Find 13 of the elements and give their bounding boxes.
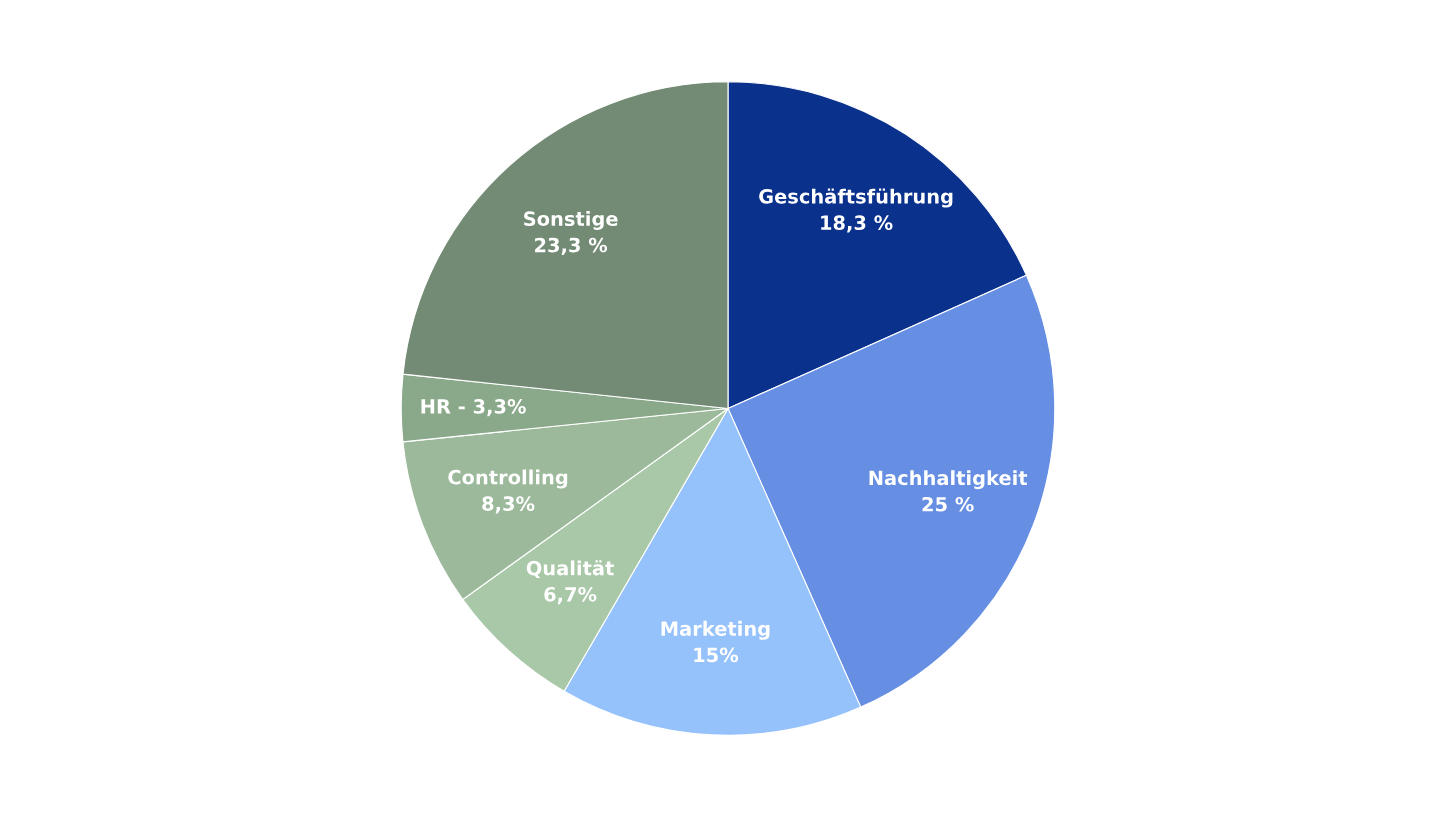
slice-label: Nachhaltigkeit bbox=[869, 470, 1028, 490]
slice-label: HR - 3,3% bbox=[421, 399, 526, 417]
data-label: 18,3 % bbox=[821, 215, 893, 233]
data-label: 25 % bbox=[922, 496, 974, 512]
data-label: 15% bbox=[694, 647, 739, 663]
slice-label: Sonstige bbox=[524, 211, 618, 230]
data-label: 6,7% bbox=[544, 586, 597, 605]
slice-label: Geschäftsführung bbox=[759, 188, 953, 208]
slice-label: Controlling bbox=[448, 469, 568, 489]
slice-label: Marketing bbox=[661, 620, 770, 640]
slice-label: Qualität bbox=[526, 560, 614, 579]
data-label: 8,3% bbox=[482, 496, 535, 514]
data-label: 23,3 % bbox=[535, 237, 608, 255]
